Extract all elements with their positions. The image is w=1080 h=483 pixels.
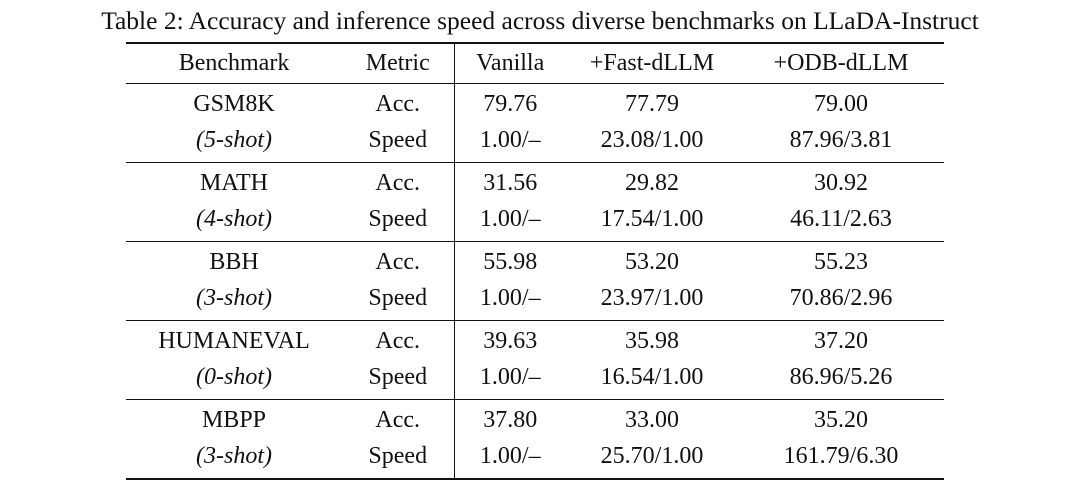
table-row: HUMANEVAL Acc. 39.63 35.98 37.20 (126, 319, 944, 359)
table-row: (5-shot) Speed 1.00/– 23.08/1.00 87.96/3.81 (126, 121, 944, 162)
odb-dllm-value: 46.11/2.63 (790, 205, 892, 232)
odb-dllm-value: 86.96/5.26 (789, 363, 893, 390)
vanilla-value: 1.00/– (453, 121, 566, 162)
odb-dllm-value: 30.92 (738, 161, 944, 201)
benchmark-shot: (0-shot) (196, 363, 272, 390)
fast-dllm-value: 16.54/1.00 (600, 363, 704, 390)
benchmark-shot: (3-shot) (196, 284, 272, 311)
benchmark-shot: (5-shot) (196, 126, 272, 153)
table-row: (0-shot) Speed 1.00/– 16.54/1.00 86.96/5.26 (126, 358, 944, 399)
metric-label: Acc. (342, 398, 454, 438)
metric-label: Speed (368, 284, 428, 311)
odb-dllm-value: 37.20 (738, 319, 944, 359)
metric-label: Speed (368, 363, 428, 390)
odb-dllm-value: 161.79/6.30 (738, 437, 944, 480)
fast-dllm-value: 53.20 (566, 240, 738, 280)
benchmark-name: MBPP (126, 398, 342, 438)
metric-label: Acc. (342, 161, 454, 201)
header-vanilla: Vanilla (453, 42, 566, 84)
header-row: Benchmark Metric Vanilla +Fast-dLLM +ODB… (126, 42, 944, 84)
vanilla-value: 37.80 (453, 398, 566, 438)
odb-dllm-value: 70.86/2.96 (789, 284, 893, 311)
vanilla-value: 1.00/– (453, 358, 566, 399)
vanilla-value: 55.98 (453, 240, 566, 280)
table-row: (3-shot) Speed 1.00/– 25.70/1.00 161.79/6.30 (126, 437, 944, 480)
table-row: GSM8K Acc. 79.76 77.79 79.00 (126, 83, 944, 122)
header-odb-dllm: +ODB-dLLM (738, 42, 944, 84)
benchmark-shot: (4-shot) (196, 205, 272, 232)
table-row: MATH Acc. 31.56 29.82 30.92 (126, 161, 944, 201)
metric-label: Acc. (342, 240, 454, 280)
benchmark-name: GSM8K (193, 90, 275, 117)
table-row: MBPP Acc. 37.80 33.00 35.20 (126, 398, 944, 438)
fast-dllm-value: 23.08/1.00 (600, 126, 704, 153)
vanilla-value: 1.00/– (453, 279, 566, 320)
metric-label: Speed (368, 126, 428, 153)
metric-label: Speed (342, 437, 454, 480)
fast-dllm-value: 77.79 (625, 90, 679, 117)
fast-dllm-value: 17.54/1.00 (600, 205, 704, 232)
benchmark-name: MATH (126, 161, 342, 201)
fast-dllm-value: 33.00 (566, 398, 738, 438)
vanilla-value: 1.00/– (453, 200, 566, 241)
fast-dllm-value: 29.82 (566, 161, 738, 201)
header-fast-dllm: +Fast-dLLM (566, 42, 738, 84)
benchmark-shot: (3-shot) (126, 437, 342, 480)
benchmark-name: BBH (126, 240, 342, 280)
metric-label: Acc. (342, 319, 454, 359)
odb-dllm-value: 79.00 (814, 90, 868, 117)
metric-label: Speed (368, 205, 428, 232)
results-table: Benchmark Metric Vanilla +Fast-dLLM +ODB… (126, 42, 944, 480)
table-caption: Table 2: Accuracy and inference speed ac… (101, 6, 979, 35)
fast-dllm-value: 25.70/1.00 (566, 437, 738, 480)
odb-dllm-value: 55.23 (738, 240, 944, 280)
header-benchmark: Benchmark (126, 42, 342, 84)
odb-dllm-value: 35.20 (738, 398, 944, 438)
fast-dllm-value: 23.97/1.00 (600, 284, 704, 311)
table-row: (4-shot) Speed 1.00/– 17.54/1.00 46.11/2.63 (126, 200, 944, 241)
benchmark-name: HUMANEVAL (126, 319, 342, 359)
metric-label: Acc. (375, 90, 421, 117)
vanilla-value: 1.00/– (453, 437, 566, 480)
fast-dllm-value: 35.98 (566, 319, 738, 359)
table-row: (3-shot) Speed 1.00/– 23.97/1.00 70.86/2.96 (126, 279, 944, 320)
vanilla-value: 79.76 (453, 83, 566, 122)
header-metric: Metric (342, 42, 454, 84)
vanilla-value: 39.63 (453, 319, 566, 359)
odb-dllm-value: 87.96/3.81 (789, 126, 893, 153)
vanilla-value: 31.56 (453, 161, 566, 201)
table-row: BBH Acc. 55.98 53.20 55.23 (126, 240, 944, 280)
